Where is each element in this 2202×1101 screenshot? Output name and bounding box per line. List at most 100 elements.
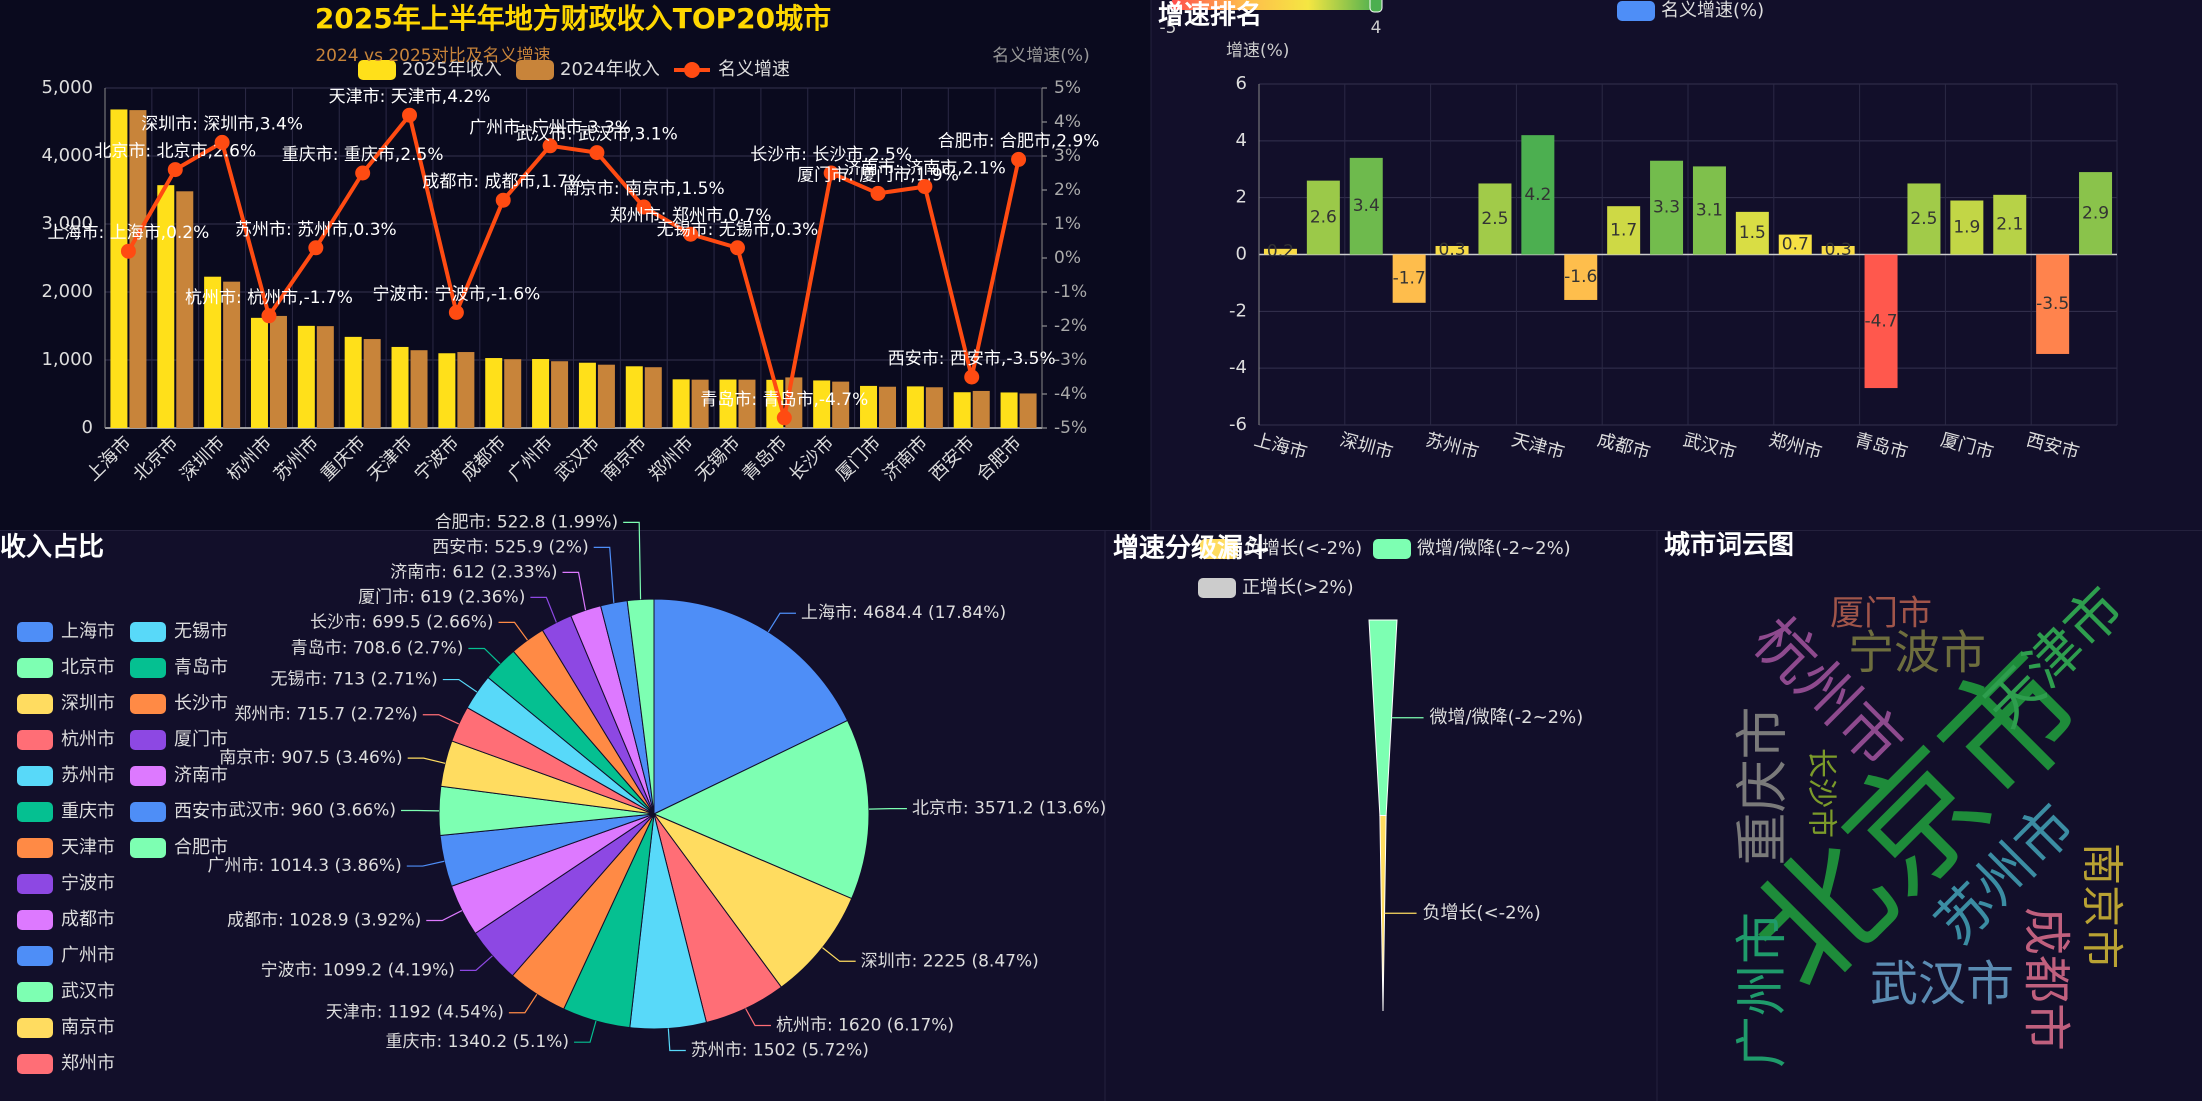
bar-label: -1.7 [1393,269,1426,289]
bar [2036,254,2070,354]
bar [1778,234,1812,255]
bar-label: 0.3 [1439,240,1466,260]
line-label: 广州市: 广州市,3.3% [469,118,631,138]
legend-icon [17,766,53,786]
line-label: 无锡市: 无锡市,0.3% [657,220,819,240]
legend-label: 北京市 [61,657,115,678]
line-label: 青岛市: 青岛市,-4.7% [700,390,868,410]
label-leader [767,612,796,633]
line-point [729,240,745,256]
label-leader [667,1028,686,1052]
legend-icon [17,1054,53,1074]
bar [1650,160,1684,255]
visual-map-min: -5 [1160,18,1177,38]
legend-icon [130,622,166,642]
legend-icon [17,694,53,714]
line-label: 南京市: 南京市,1.5% [563,179,725,199]
label-leader [623,521,642,600]
legend-label: 上海市 [61,621,115,642]
slice-label: 广州市: 1014.3 (3.86%) [207,856,401,876]
bar [1349,157,1383,255]
bar [1907,183,1941,255]
bar-label: 1.7 [1610,220,1637,240]
y-tick-label: -6 [1229,414,1247,435]
bar [1864,254,1898,389]
legend-label: 苏州市 [61,765,115,786]
bar [410,350,428,428]
label-leader [822,947,856,962]
line-point [964,369,980,385]
y-tick-label: 4 [1236,130,1247,151]
bar [363,339,381,428]
line-label: 重庆市: 重庆市,2.5% [282,145,444,165]
y2-tick-label: -5% [1054,418,1087,438]
legend-label: 合肥市 [174,837,228,858]
legend-label: 2024年收入 [560,59,660,80]
y2-tick-label: -3% [1054,350,1087,370]
chart-title: 增速排名 [1158,0,1262,31]
legend-label: 名义增速 [718,59,790,80]
bar [906,386,924,428]
y2-tick-label: 5% [1054,78,1081,98]
chart-subtitle: 2024 vs 2025对比及名义增速 [315,46,550,66]
bar [223,281,241,428]
legend-icon [1200,539,1238,559]
bar-label: -3.5 [2036,294,2069,314]
line-point [261,308,277,324]
bar-label: 3.3 [1653,198,1680,218]
line-point [776,410,792,426]
bar [110,109,128,428]
line-point [1011,151,1027,167]
bar [438,353,456,428]
bar [297,325,315,428]
y-tick-label: -4 [1229,357,1247,378]
slice-label: 郑州市: 715.7 (2.72%) [234,705,417,725]
bar-label: -4.7 [1864,311,1897,331]
bar-label: 3.1 [1696,200,1723,220]
bar [1306,180,1340,255]
legend-icon [17,730,53,750]
y2-axis-title: 名义增速(%) [992,46,1089,66]
bar [457,352,475,428]
line-label: 济南市: 济南市,2.1% [844,159,1006,179]
line [126,110,1021,419]
line-label: 杭州市: 杭州市,-1.7% [185,288,353,308]
bar [578,362,596,428]
line-label: 北京市: 北京市,2.6% [94,142,256,162]
label-leader [442,678,478,693]
slice-label: 上海市: 4684.4 (17.84%) [801,603,1006,623]
y2-tick-label: 1% [1054,214,1081,234]
slice-label: 厦门市: 619 (2.36%) [358,587,525,607]
bar [269,315,287,428]
legend-icon [17,874,53,894]
panel-bg [1151,0,2202,530]
y-tick-label: 2,000 [41,281,93,302]
bar-label: 0.7 [1782,235,1809,255]
y2-tick-label: -1% [1054,282,1087,302]
legend-icon [1617,1,1655,21]
bar [738,379,756,428]
slice-label: 西安市: 525.9 (2%) [432,537,588,557]
legend-label: 武汉市 [61,981,115,1002]
y2-tick-label: 3% [1054,146,1081,166]
legend-icon [130,694,166,714]
bar [832,381,850,428]
line-point [917,179,933,195]
line-label: 天津市: 天津市,4.2% [329,87,491,107]
bar [1019,393,1037,428]
line-label: 成都市: 成都市,1.7% [422,172,584,192]
slice-label: 武汉市: 960 (3.66%) [229,801,396,821]
bar [813,380,831,428]
legend-label: 微增/微降(-2~2%) [1417,538,1571,559]
y-tick-label: 5,000 [41,77,93,98]
bar [204,276,222,428]
label-leader [498,621,528,641]
bar [1478,183,1512,255]
y2-tick-label: -2% [1054,316,1087,336]
word: 长沙市 [1804,748,1839,838]
line-point [542,138,558,154]
y-tick-label: -2 [1229,300,1247,321]
word: 厦门市 [1830,594,1932,634]
pie-slice [626,598,655,815]
